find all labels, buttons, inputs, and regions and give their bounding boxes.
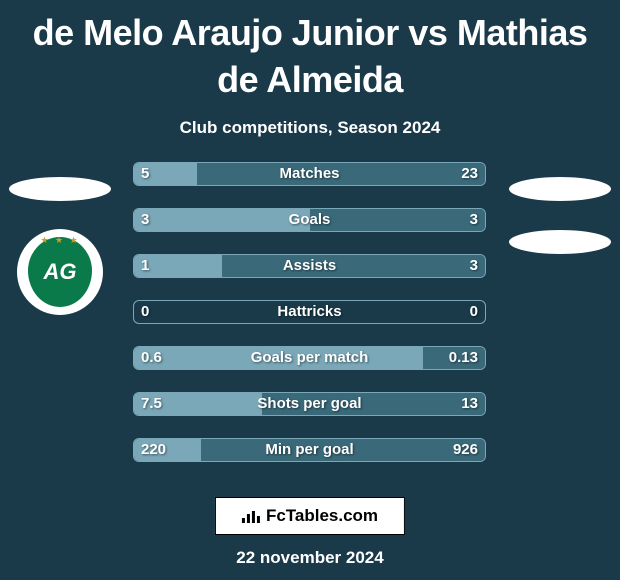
crest-text: AG — [44, 259, 77, 285]
page-subtitle: Club competitions, Season 2024 — [0, 118, 620, 138]
stat-row: 13Assists — [133, 254, 486, 278]
stat-bar-right-fill — [222, 255, 485, 277]
stat-bar — [133, 162, 486, 186]
stat-bar — [133, 346, 486, 370]
stat-bar-right-fill — [201, 439, 485, 461]
chart-icon — [242, 509, 260, 523]
brand-text: FcTables.com — [266, 506, 378, 526]
stat-row: 523Matches — [133, 162, 486, 186]
stat-row: 00Hattricks — [133, 300, 486, 324]
footer-date: 22 november 2024 — [0, 548, 620, 568]
stat-bar-right-fill — [262, 393, 485, 415]
stat-row: 7.513Shots per goal — [133, 392, 486, 416]
club-crest: ★ ★ ★ AG — [17, 229, 103, 315]
player-right-avatar-2 — [509, 230, 611, 254]
stat-bar-left-fill — [134, 255, 222, 277]
brand-badge[interactable]: FcTables.com — [215, 497, 405, 535]
stat-bar-right-fill — [310, 209, 486, 231]
stat-row: 220926Min per goal — [133, 438, 486, 462]
player-right-avatar-1 — [509, 177, 611, 201]
stat-bar — [133, 208, 486, 232]
stat-bar-left-fill — [134, 209, 310, 231]
stat-row: 33Goals — [133, 208, 486, 232]
stat-bar-left-fill — [134, 347, 423, 369]
club-crest-inner: ★ ★ ★ AG — [28, 237, 92, 307]
stat-bar — [133, 438, 486, 462]
stat-bar-right-fill — [423, 347, 485, 369]
stats-container: 523Matches 33Goals 13Assists 00Hattricks 0.6… — [133, 162, 486, 462]
player-left-avatar — [9, 177, 111, 201]
stat-bar — [133, 392, 486, 416]
stat-row: 0.60.13Goals per match — [133, 346, 486, 370]
stat-bar-left-fill — [134, 393, 262, 415]
stat-bar — [133, 254, 486, 278]
stat-bar-left-fill — [134, 163, 197, 185]
stat-bar-right-fill — [197, 163, 485, 185]
page-title: de Melo Araujo Junior vs Mathias de Alme… — [0, 0, 620, 104]
stat-bar — [133, 300, 486, 324]
stat-bar-left-fill — [134, 439, 201, 461]
crest-stars: ★ ★ ★ — [40, 235, 79, 246]
